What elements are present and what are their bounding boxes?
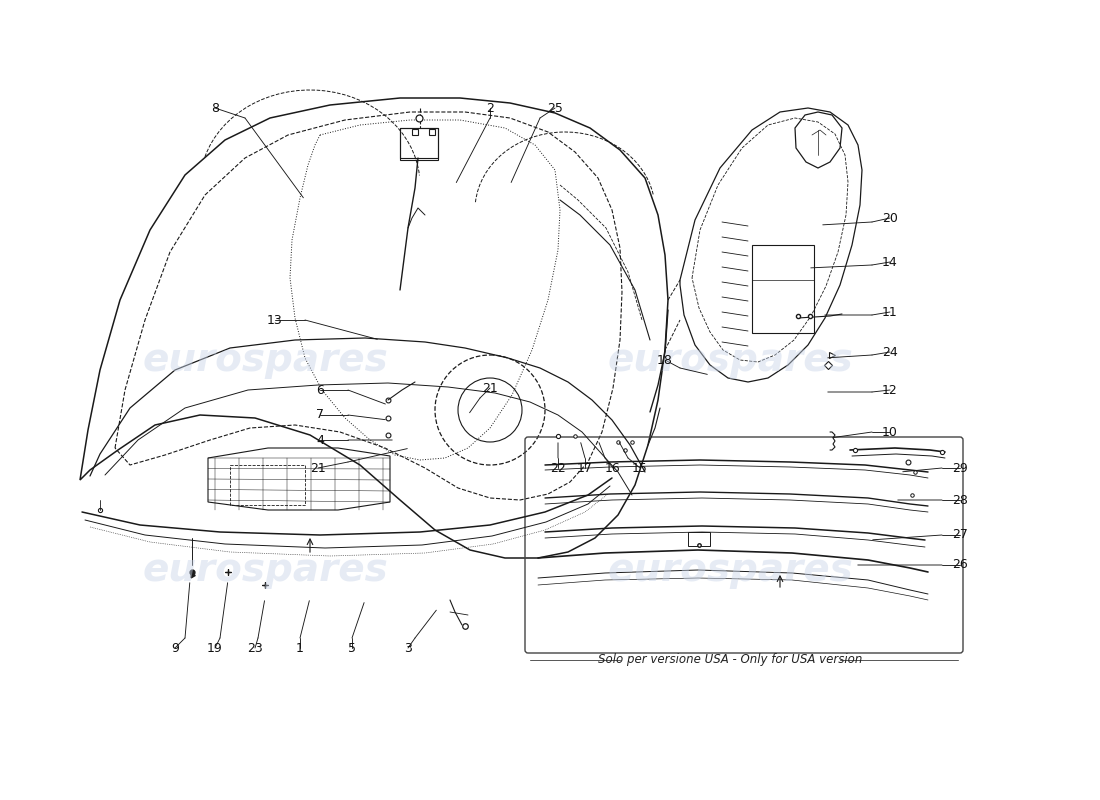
Text: 18: 18	[657, 354, 673, 366]
Text: 2: 2	[486, 102, 494, 114]
Text: 27: 27	[953, 529, 968, 542]
Text: 21: 21	[482, 382, 498, 394]
Text: 26: 26	[953, 558, 968, 571]
Text: 21: 21	[310, 462, 326, 474]
Text: eurospares: eurospares	[607, 551, 852, 589]
Text: 6: 6	[316, 383, 323, 397]
Text: eurospares: eurospares	[607, 341, 852, 379]
Text: 12: 12	[882, 383, 898, 397]
Text: 24: 24	[882, 346, 898, 358]
Text: 23: 23	[248, 642, 263, 654]
Text: 28: 28	[953, 494, 968, 506]
Text: eurospares: eurospares	[142, 551, 388, 589]
Text: 9: 9	[172, 642, 179, 654]
Text: 25: 25	[547, 102, 563, 114]
Text: 1: 1	[296, 642, 304, 654]
Text: 15: 15	[632, 462, 648, 474]
Text: Solo per versione USA - Only for USA version: Solo per versione USA - Only for USA ver…	[597, 654, 862, 666]
Text: 7: 7	[316, 409, 324, 422]
Text: 17: 17	[578, 462, 593, 474]
Text: 16: 16	[605, 462, 620, 474]
Text: 22: 22	[550, 462, 565, 474]
Text: 4: 4	[316, 434, 323, 446]
Text: 11: 11	[882, 306, 898, 318]
Text: 19: 19	[207, 642, 223, 654]
Text: 29: 29	[953, 462, 968, 474]
Text: 10: 10	[882, 426, 898, 438]
Text: 5: 5	[348, 642, 356, 654]
Text: 20: 20	[882, 211, 898, 225]
Text: 8: 8	[211, 102, 219, 114]
Text: 14: 14	[882, 255, 898, 269]
Text: eurospares: eurospares	[142, 341, 388, 379]
Text: 3: 3	[404, 642, 411, 654]
Text: 13: 13	[267, 314, 283, 326]
